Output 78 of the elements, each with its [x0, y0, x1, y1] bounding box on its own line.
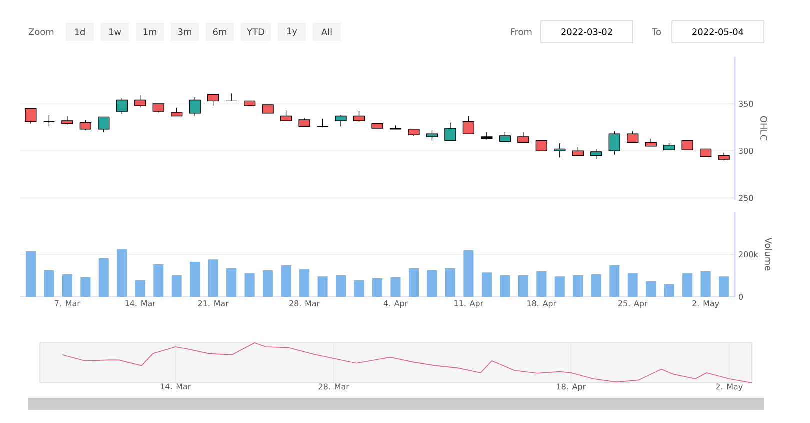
candlestick — [444, 122, 456, 142]
candlestick — [481, 132, 493, 140]
bar — [190, 262, 200, 297]
candlestick — [462, 116, 475, 134]
candlestick — [335, 114, 347, 127]
text: 1m — [144, 28, 156, 36]
text: YTD — [247, 28, 264, 36]
bar — [98, 258, 109, 297]
bar — [26, 252, 36, 297]
bar — [427, 270, 438, 297]
bar — [591, 274, 602, 297]
bar — [646, 281, 656, 297]
bar — [719, 276, 730, 297]
bar — [117, 249, 128, 297]
candlestick — [189, 97, 201, 117]
text: 1y — [287, 28, 298, 36]
text: To — [652, 28, 662, 36]
bar — [263, 270, 274, 297]
bar — [172, 276, 182, 297]
bar — [300, 269, 310, 297]
candlestick — [518, 132, 530, 143]
candlestick — [353, 111, 366, 122]
candlestick — [627, 130, 639, 143]
text: 1w — [109, 28, 122, 36]
candlestick — [499, 132, 512, 142]
bar — [500, 276, 510, 297]
bar — [80, 277, 91, 297]
candlestick — [554, 143, 566, 158]
bar — [318, 276, 328, 297]
candlestick — [590, 148, 602, 160]
text: 3m — [178, 28, 192, 36]
text: From — [511, 28, 532, 36]
candlestick — [25, 108, 37, 124]
bar — [628, 273, 638, 297]
text: Zoom — [28, 28, 54, 36]
bar — [372, 278, 383, 297]
bar — [682, 273, 693, 297]
bar — [281, 266, 292, 297]
candlestick — [226, 93, 238, 102]
bar — [208, 260, 218, 297]
text: 1d — [75, 28, 85, 36]
candlestick — [536, 140, 548, 152]
bar — [154, 264, 164, 297]
y-axis-title: Volume — [765, 238, 772, 271]
bar — [573, 276, 584, 297]
bar — [354, 280, 364, 297]
bar — [135, 280, 146, 297]
y-axis-title: OHLC — [760, 116, 768, 141]
bar — [554, 276, 565, 297]
bar — [464, 250, 474, 297]
bar — [700, 272, 711, 297]
text: All — [322, 28, 332, 36]
text: 2022-03-02 — [562, 28, 612, 36]
bar — [482, 272, 492, 297]
text: 2022-05-04 — [692, 28, 744, 36]
bar — [518, 276, 528, 297]
bar — [408, 268, 419, 297]
bar — [226, 268, 237, 297]
candlestick — [608, 130, 620, 156]
candlestick — [80, 120, 92, 131]
candlestick — [134, 95, 146, 108]
candlestick — [116, 98, 128, 115]
bar — [610, 266, 620, 297]
candlestick — [280, 110, 292, 122]
bar — [445, 268, 456, 297]
bar — [44, 270, 54, 297]
candlestick — [682, 140, 694, 150]
candlestick — [426, 130, 438, 142]
candlestick — [43, 114, 56, 127]
bar — [62, 274, 72, 297]
text: 6m — [213, 28, 226, 36]
candlestick — [208, 94, 220, 106]
bar — [336, 276, 346, 297]
bar — [664, 284, 674, 297]
bar — [244, 273, 255, 297]
bar — [536, 272, 547, 297]
candlestick — [98, 116, 110, 133]
bar — [390, 277, 401, 297]
